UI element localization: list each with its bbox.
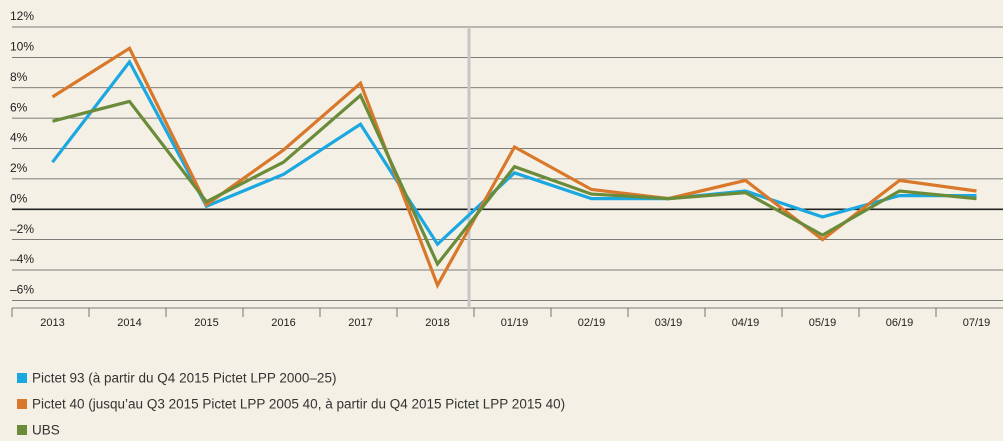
legend-swatch	[17, 399, 27, 409]
x-tick-label: 01/19	[501, 317, 529, 329]
x-tick-label: 2017	[348, 317, 372, 329]
y-tick-label: 6%	[10, 100, 28, 114]
y-tick-label: 8%	[10, 70, 28, 84]
legend-label: UBS	[32, 423, 60, 438]
x-tick-label: 2013	[40, 317, 64, 329]
y-tick-label: 2%	[10, 161, 28, 175]
x-tick-label: 02/19	[578, 317, 606, 329]
x-tick-label: 07/19	[963, 317, 991, 329]
x-tick-label: 2015	[194, 317, 218, 329]
legend-swatch	[17, 425, 27, 435]
legend-label: Pictet 93 (à partir du Q4 2015 Pictet LP…	[32, 371, 336, 386]
y-tick-label: –4%	[10, 252, 34, 266]
y-tick-label: –2%	[10, 222, 34, 236]
x-tick-label: 04/19	[732, 317, 760, 329]
legend-swatch	[17, 373, 27, 383]
x-tick-label: 05/19	[809, 317, 837, 329]
x-tick-label: 2016	[271, 317, 295, 329]
y-tick-label: 0%	[10, 191, 28, 205]
series-line	[51, 45, 977, 289]
series-line	[52, 92, 977, 268]
y-tick-label: –6%	[10, 283, 34, 297]
y-tick-label: 4%	[10, 131, 28, 145]
series-line	[51, 58, 977, 247]
legend-label: Pictet 40 (jusqu’au Q3 2015 Pictet LPP 2…	[32, 397, 565, 412]
y-tick-label: 10%	[10, 40, 34, 54]
x-tick-label: 2018	[425, 317, 449, 329]
x-tick-label: 2014	[117, 317, 141, 329]
y-tick-label: 12%	[10, 9, 34, 23]
x-tick-label: 06/19	[886, 317, 914, 329]
x-tick-label: 03/19	[655, 317, 683, 329]
